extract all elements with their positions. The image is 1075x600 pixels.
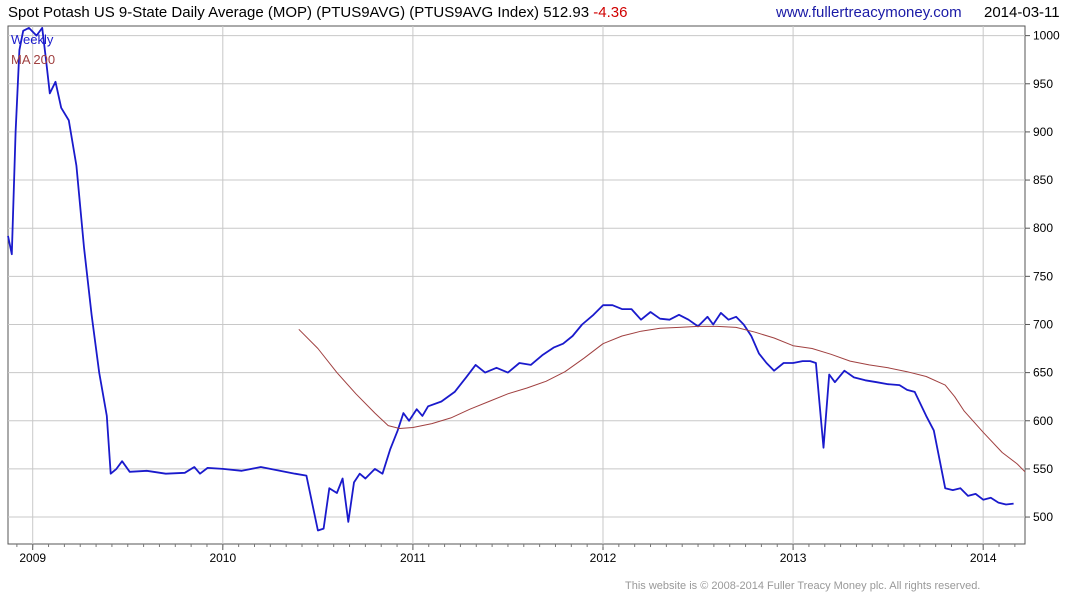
y-tick-label: 900 [1033, 125, 1053, 139]
x-tick-label: 2010 [209, 551, 236, 565]
x-axis: 2009 2010 2011 2012 2013 2014 [16, 544, 1016, 565]
x-tick-label: 2012 [590, 551, 617, 565]
chart-title: Spot Potash US 9-State Daily Average (MO… [8, 4, 627, 21]
y-tick-label: 650 [1033, 366, 1053, 380]
y-tick-label: 500 [1033, 510, 1053, 524]
y-tick-label: 1000 [1033, 29, 1060, 43]
y-tick-label: 700 [1033, 317, 1053, 331]
legend-ma-200: MA 200 [11, 52, 55, 67]
x-tick-label: 2013 [780, 551, 807, 565]
series-line-weekly [7, 27, 1014, 532]
copyright-footer: This website is © 2008-2014 Fuller Treac… [625, 580, 981, 592]
y-tick-label: 600 [1033, 414, 1053, 428]
series-line-ma-200 [298, 325, 1026, 473]
price-change: -4.36 [593, 4, 628, 21]
website-link[interactable]: www.fullertreacymoney.com [776, 4, 962, 21]
y-tick-label: 850 [1033, 173, 1053, 187]
y-tick-label: 800 [1033, 221, 1053, 235]
series-lines [7, 27, 1026, 532]
grid [8, 26, 1025, 544]
legend-weekly: Weekly [11, 32, 54, 47]
x-tick-label: 2009 [19, 551, 46, 565]
x-tick-label: 2014 [970, 551, 997, 565]
plot-frame [7, 25, 1026, 545]
title-text: Spot Potash US 9-State Daily Average (MO… [8, 4, 590, 21]
y-tick-label: 750 [1033, 269, 1053, 283]
y-tick-label: 950 [1033, 77, 1053, 91]
x-tick-label: 2011 [400, 551, 426, 565]
y-axis: 500 550 600 650 700 750 800 850 900 950 1000 [1025, 29, 1060, 524]
y-tick-label: 550 [1033, 462, 1053, 476]
legend: Weekly MA 200 [11, 32, 55, 67]
chart-date: 2014-03-11 [984, 4, 1060, 21]
